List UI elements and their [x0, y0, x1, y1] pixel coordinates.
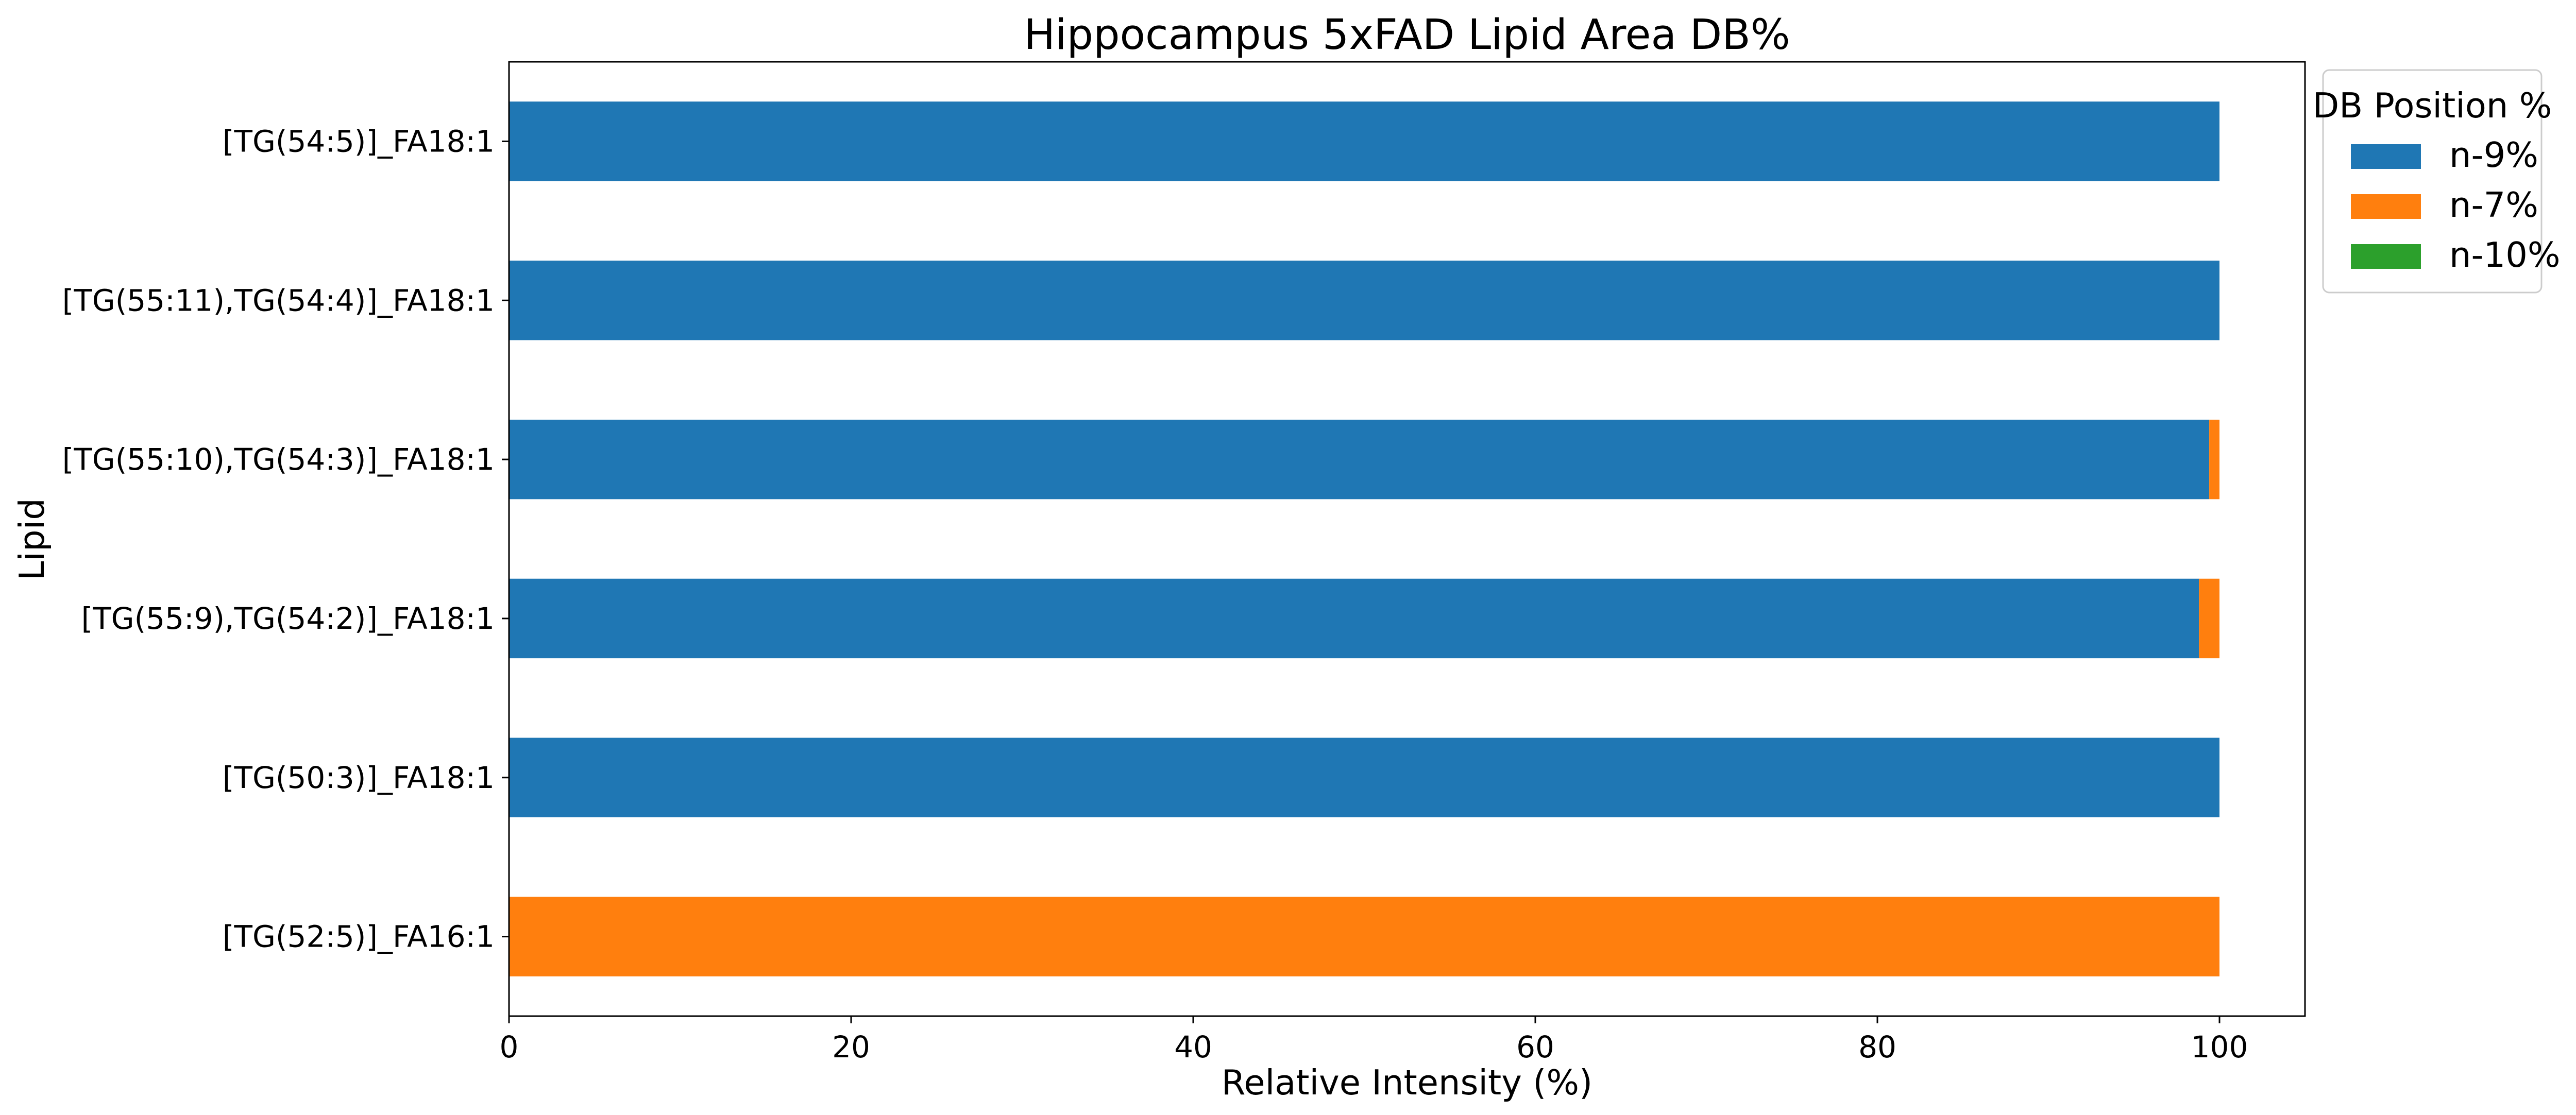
y-axis-label: Lipid	[12, 498, 52, 580]
bar-segment-n7-0	[509, 897, 2219, 976]
legend: DB Position % n-9% n-7% n-10%	[2313, 69, 2561, 294]
legend-title: DB Position %	[2313, 85, 2552, 126]
x-tick-label: 40	[1174, 1030, 1212, 1065]
y-tick-label: [TG(55:10),TG(54:3)]_FA18:1	[62, 442, 495, 477]
legend-items: n-9% n-7% n-10%	[2351, 135, 2561, 275]
bar-segment-n9-5	[509, 101, 2219, 181]
x-tick-label: 60	[1516, 1030, 1554, 1065]
chart-title: Hippocampus 5xFAD Lipid Area DB%	[1024, 11, 1790, 59]
y-tick-label: [TG(55:9),TG(54:2)]_FA18:1	[81, 601, 495, 636]
legend-entry-label: n-9%	[2449, 135, 2538, 175]
bar-segment-n7-3	[2209, 419, 2219, 500]
y-axis: [TG(52:5)]_FA16:1 [TG(50:3)]_FA18:1 [TG(55…	[62, 124, 509, 954]
plot-frame	[508, 61, 2306, 1017]
x-axis-label: Relative Intensity (%)	[1222, 1062, 1592, 1103]
y-tick-label: [TG(54:5)]_FA18:1	[223, 124, 495, 159]
legend-swatch	[2351, 194, 2421, 219]
bar-segment-n9-4	[509, 261, 2219, 340]
bar-segment-n9-2	[509, 578, 2199, 659]
y-tick-label: [TG(52:5)]_FA16:1	[223, 919, 495, 954]
legend-swatch	[2351, 144, 2421, 169]
bars-layer	[509, 101, 2219, 976]
legend-box	[2322, 69, 2543, 294]
y-tick-label: [TG(50:3)]_FA18:1	[223, 760, 495, 795]
x-tick-label: 0	[500, 1030, 519, 1065]
bar-segment-n9-3	[509, 419, 2210, 500]
bar-segment-n7-2	[2199, 578, 2219, 659]
x-tick-label: 80	[1858, 1030, 1896, 1065]
bar-segment-n9-1	[509, 737, 2219, 817]
legend-entry-label: n-10%	[2449, 235, 2561, 275]
x-tick-label: 100	[2191, 1030, 2248, 1065]
x-tick-label: 20	[832, 1030, 870, 1065]
y-tick-label: [TG(55:11),TG(54:4)]_FA18:1	[62, 283, 495, 318]
legend-entry-label: n-7%	[2449, 185, 2538, 225]
legend-swatch	[2351, 244, 2421, 269]
x-axis: 0 20 40 60 80 100	[500, 1016, 2248, 1065]
